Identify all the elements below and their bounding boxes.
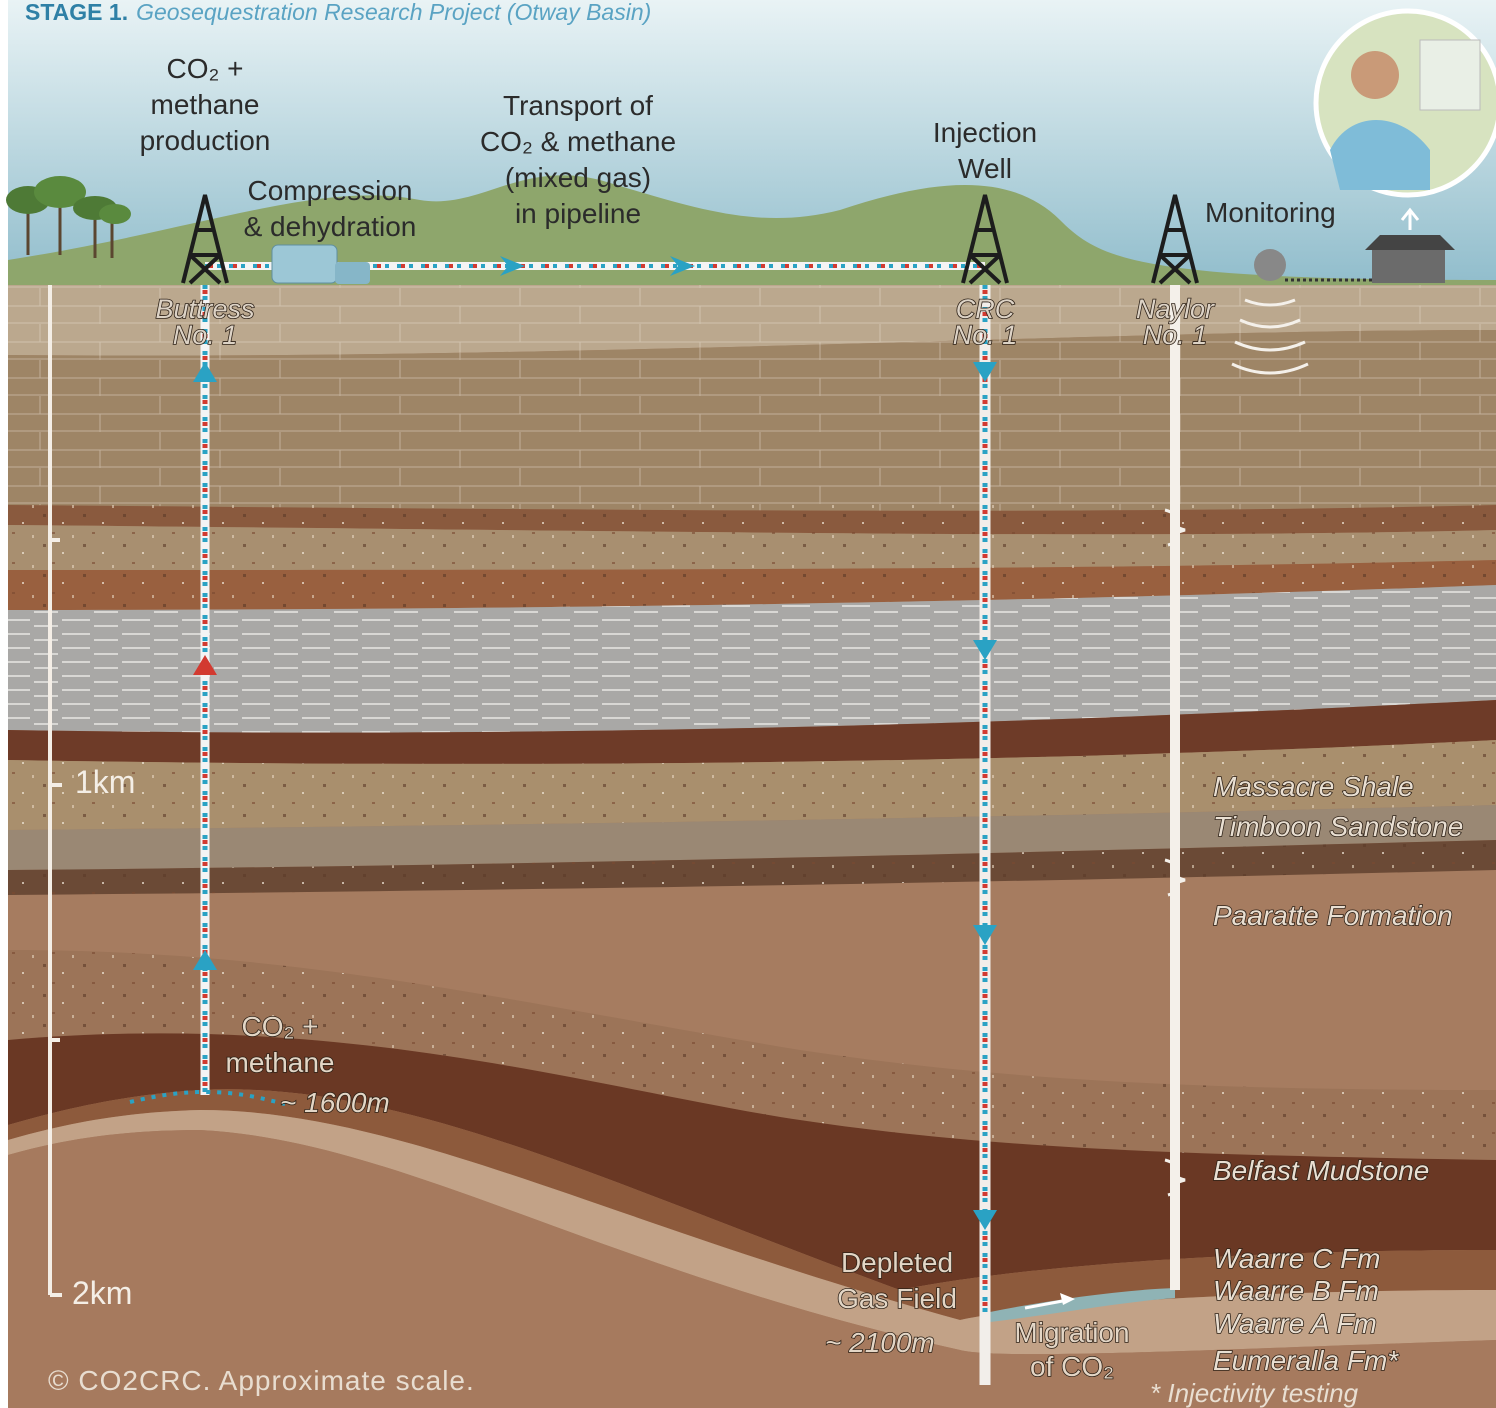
formation-label: Massacre Shale	[1213, 771, 1414, 802]
monitoring-label: Monitoring	[1205, 197, 1336, 228]
up-arrow	[1400, 207, 1420, 230]
depth-label: ~ 2100m	[825, 1327, 935, 1358]
trees	[6, 176, 131, 258]
layer	[8, 1033, 1496, 1290]
compressor	[335, 262, 370, 284]
production-label-line: production	[140, 125, 271, 156]
layer-texture	[8, 585, 1496, 733]
person	[1330, 120, 1430, 190]
copyright: © CO2CRC. Approximate scale.	[48, 1365, 475, 1396]
injection-label-line: Injection	[933, 117, 1037, 148]
footnote: * Injectivity testing	[1150, 1378, 1359, 1408]
well-name-line: Naylor	[1136, 294, 1215, 324]
migration-label: Migration of CO₂	[1014, 1317, 1129, 1382]
well-name: Naylor No. 1	[1136, 294, 1215, 350]
seismic-waves	[1231, 298, 1309, 375]
formation-label: Paaratte Formation	[1213, 900, 1453, 931]
transport-label-line: Transport of	[503, 90, 653, 121]
well-name: Buttress No. 1	[155, 294, 254, 350]
person	[1351, 51, 1399, 99]
gas-field-label: Depleted Gas Field	[837, 1247, 957, 1314]
layer	[8, 805, 1496, 870]
derricks	[181, 194, 1199, 285]
gas-field-label-line: Gas Field	[837, 1283, 957, 1314]
formation-label: Belfast Mudstone	[1213, 1155, 1429, 1186]
monitoring-well	[1164, 285, 1186, 1290]
injection-label: Injection Well	[933, 117, 1037, 184]
transport-label-line: in pipeline	[515, 198, 641, 229]
layer-texture	[8, 505, 1496, 610]
building	[1365, 235, 1455, 250]
migration-label-line: Migration	[1014, 1317, 1129, 1348]
flow-arrow	[670, 256, 695, 276]
depth-label: ~ 1600m	[280, 1087, 390, 1118]
layer-texture	[8, 950, 1496, 1160]
well-name: CRC No. 1	[953, 294, 1018, 350]
layer	[8, 700, 1496, 764]
flow-arrow	[500, 256, 525, 276]
stage-label: STAGE 1.	[25, 0, 128, 25]
gas-field-label-line: Depleted	[841, 1247, 953, 1278]
header: STAGE 1. Geosequestration Research Projec…	[25, 0, 651, 25]
seismic-source	[1254, 249, 1286, 281]
formation-label: Waarre A Fm	[1213, 1308, 1377, 1339]
scale-label: 1km	[75, 764, 135, 800]
layer	[8, 1110, 1496, 1355]
produced-gas-label-line: CO₂ +	[242, 1011, 319, 1042]
production-label: CO₂ + methane production	[140, 53, 271, 156]
layer	[8, 1130, 1496, 1408]
hills	[8, 175, 1496, 290]
transport-label-line: CO₂ & methane	[480, 126, 676, 157]
well-name-line: No. 1	[173, 320, 238, 350]
layer-texture	[8, 285, 1496, 356]
transport-label: Transport of CO₂ & methane (mixed gas) in p…	[480, 90, 676, 229]
scale-bar	[48, 285, 62, 1297]
well-name-line: No. 1	[953, 320, 1018, 350]
compressor	[271, 244, 338, 284]
co2-plume	[990, 1288, 1175, 1322]
formation-label: Waarre C Fm	[1213, 1243, 1381, 1274]
layer-texture	[8, 330, 1496, 511]
production-label-line: methane	[151, 89, 260, 120]
production-well	[129, 285, 286, 1106]
layer-texture	[8, 740, 1496, 830]
formation-label: Timboon Sandstone	[1213, 811, 1463, 842]
migration-arrow	[1060, 1293, 1075, 1305]
project-title: Geosequestration Research Project (Otway…	[136, 0, 651, 25]
well-name-line: Buttress	[155, 294, 254, 324]
compression-label: Compression & dehydration	[244, 175, 417, 242]
production-label-line: CO₂ +	[167, 53, 244, 84]
formation-label: Eumeralla Fm*	[1213, 1345, 1399, 1376]
well-name-line: CRC	[956, 294, 1015, 324]
well-name-line: No. 1	[1143, 320, 1208, 350]
layer-texture	[8, 840, 1496, 895]
produced-gas-label-line: methane	[226, 1047, 335, 1078]
migration-arrow	[1024, 1298, 1069, 1310]
transport-label-line: (mixed gas)	[505, 162, 651, 193]
monitor	[1419, 39, 1481, 111]
produced-gas-label: CO₂ + methane	[226, 1011, 335, 1078]
injection-well	[973, 285, 997, 1385]
building	[1372, 250, 1445, 283]
injection-label-line: Well	[958, 153, 1012, 184]
compression-label-line: Compression	[248, 175, 413, 206]
compression-label-line: & dehydration	[244, 211, 417, 242]
formation-label: Waarre B Fm	[1213, 1275, 1379, 1306]
migration-label-line: of CO₂	[1030, 1351, 1114, 1382]
scale-label: 2km	[72, 1275, 132, 1311]
